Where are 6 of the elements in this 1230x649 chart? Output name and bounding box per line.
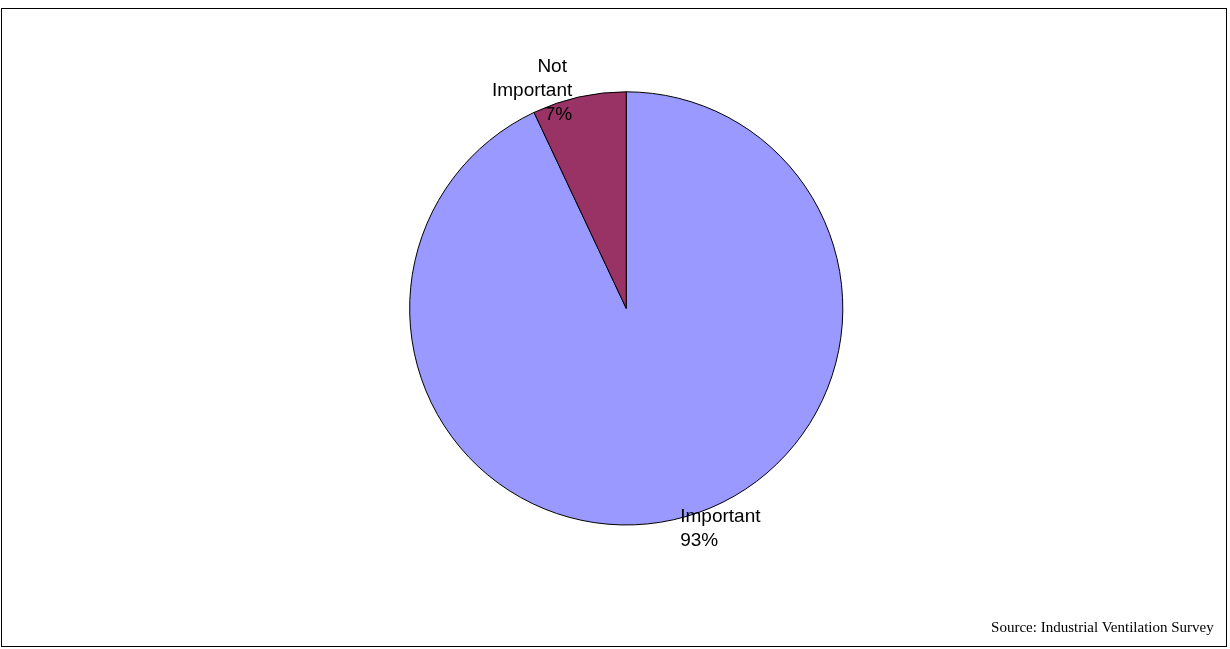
data-label: 93% <box>680 529 719 551</box>
data-label: 7% <box>544 102 573 124</box>
category-label: Not <box>537 54 567 76</box>
slice-label: Important <box>680 505 762 527</box>
slice-label: Important <box>491 78 573 100</box>
source-note: Source: Industrial Ventilation Survey <box>991 618 1215 635</box>
